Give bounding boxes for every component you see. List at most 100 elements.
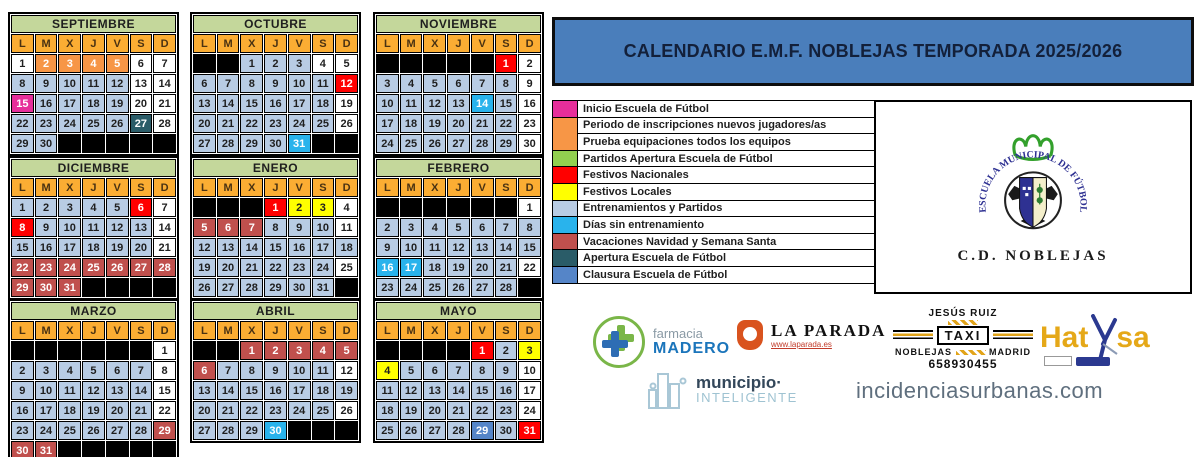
calendar-day: 6 bbox=[193, 361, 216, 380]
calendar-day: 9 bbox=[287, 218, 311, 237]
legend-swatch bbox=[552, 149, 578, 168]
weekday-header: V bbox=[287, 178, 311, 197]
weekday-header: X bbox=[58, 321, 82, 340]
calendar-day: 28 bbox=[153, 258, 176, 277]
taxi-zigzag-icon bbox=[948, 320, 978, 325]
calendar-day: 16 bbox=[264, 381, 287, 400]
calendar-day: 13 bbox=[447, 94, 470, 113]
sponsor-municipio-inteligente: municipio· INTELIGENTE bbox=[646, 370, 798, 410]
calendar-day: 3 bbox=[58, 198, 82, 217]
weekday-header: V bbox=[105, 178, 129, 197]
sponsor-la-parada: LA PARADA www.laparada.es bbox=[737, 320, 886, 350]
calendar-day: 19 bbox=[447, 258, 470, 277]
month-title: ENERO bbox=[193, 159, 358, 177]
weekday-header: L bbox=[193, 321, 216, 340]
calendar-day: 2 bbox=[264, 54, 287, 73]
month-table: FEBRERO L M X J V S D 1 2 3 4 5 6 7 8 9 10 11 12 13 14 15 16 17 1… bbox=[375, 158, 542, 298]
calendar-day: 13 bbox=[216, 238, 240, 257]
legend-row: Días sin entrenamiento bbox=[552, 216, 876, 234]
calendar-day: 14 bbox=[470, 94, 494, 113]
calendar-day: 12 bbox=[335, 361, 358, 380]
calendar-day: 7 bbox=[494, 218, 518, 237]
month-table: SEPTIEMBRE L M X J V S D 1 2 3 4 5 6 7 8 9 10 11 12 13 14 15 16… bbox=[10, 14, 177, 154]
calendar-day: 24 bbox=[287, 114, 311, 133]
calendar-empty-cell bbox=[58, 341, 82, 360]
calendar-day: 15 bbox=[240, 381, 264, 400]
calendar-day: 4 bbox=[82, 198, 105, 217]
calendar-empty-cell bbox=[193, 54, 216, 73]
weekday-header: D bbox=[518, 321, 541, 340]
weekday-header: M bbox=[216, 34, 240, 53]
calendar-empty-cell bbox=[58, 441, 82, 457]
calendar-day: 13 bbox=[193, 94, 216, 113]
weekday-header: L bbox=[193, 178, 216, 197]
calendar-empty-cell bbox=[216, 198, 240, 217]
calendar-day: 5 bbox=[335, 341, 358, 360]
weekday-header: M bbox=[399, 34, 423, 53]
calendar-day: 4 bbox=[311, 54, 335, 73]
calendar-day: 4 bbox=[376, 361, 399, 380]
calendar-day: 20 bbox=[216, 258, 240, 277]
calendar-day: 26 bbox=[423, 134, 447, 153]
month-table: MARZO L M X J V S D 1 2 3 4 5 6 7 8 9 10 11 12 13 14 15 16 17 18 1… bbox=[10, 301, 177, 457]
calendar-day: 23 bbox=[264, 114, 287, 133]
calendar-empty-cell bbox=[153, 134, 176, 153]
weekday-header: S bbox=[311, 34, 335, 53]
calendar-day: 24 bbox=[58, 114, 82, 133]
legend-label: Días sin entrenamiento bbox=[577, 216, 876, 234]
calendar-day: 10 bbox=[287, 74, 311, 93]
taxi-phone: 658930455 bbox=[928, 357, 998, 371]
calendar-day: 8 bbox=[11, 218, 34, 237]
calendar-day: 30 bbox=[264, 421, 287, 440]
calendar-day: 4 bbox=[335, 198, 358, 217]
calendar-day: 6 bbox=[447, 74, 470, 93]
calendar-day: 10 bbox=[399, 238, 423, 257]
calendar-empty-cell bbox=[447, 54, 470, 73]
calendar-day: 16 bbox=[376, 258, 399, 277]
calendar-day: 9 bbox=[11, 381, 34, 400]
calendar-empty-cell bbox=[82, 341, 105, 360]
calendar-empty-cell bbox=[335, 134, 358, 153]
calendar-day: 25 bbox=[399, 134, 423, 153]
calendar-day: 5 bbox=[335, 54, 358, 73]
weekday-header: L bbox=[193, 34, 216, 53]
calendar-day: 25 bbox=[311, 401, 335, 420]
calendar-day: 8 bbox=[518, 218, 541, 237]
weekday-header: V bbox=[105, 321, 129, 340]
calendar-empty-cell bbox=[240, 198, 264, 217]
club-logo-box: ESCUELA MUNICIPAL DE FÚTBOL C.D. NOBLEJA… bbox=[874, 100, 1192, 294]
month-title: FEBRERO bbox=[376, 159, 541, 177]
calendar-day: 7 bbox=[216, 361, 240, 380]
calendar-day: 8 bbox=[240, 74, 264, 93]
calendar-day: 2 bbox=[264, 341, 287, 360]
calendar-day: 29 bbox=[494, 134, 518, 153]
calendar-empty-cell bbox=[58, 134, 82, 153]
calendar-empty-cell bbox=[129, 441, 153, 457]
calendar-day: 23 bbox=[287, 258, 311, 277]
calendar-day: 29 bbox=[153, 421, 176, 440]
legend-label: Partidos Apertura Escuela de Fútbol bbox=[577, 149, 876, 168]
calendar-empty-cell bbox=[193, 341, 216, 360]
calendar-day: 24 bbox=[376, 134, 399, 153]
calendar-day: 31 bbox=[34, 441, 58, 457]
calendar-day: 20 bbox=[129, 238, 153, 257]
month-title: NOVIEMBRE bbox=[376, 15, 541, 33]
calendar-day: 28 bbox=[216, 134, 240, 153]
month-table: ABRIL L M X J V S D 1 2 3 4 5 6 7 8 9 10 11 12 13 14 15 16 17 18 1… bbox=[192, 301, 359, 441]
calendar-day: 14 bbox=[153, 74, 176, 93]
calendar-empty-cell bbox=[129, 341, 153, 360]
weekday-header: V bbox=[470, 321, 494, 340]
calendar-empty-cell bbox=[399, 54, 423, 73]
calendar-day: 8 bbox=[494, 74, 518, 93]
calendar-day: 8 bbox=[470, 361, 494, 380]
calendar-day: 12 bbox=[105, 74, 129, 93]
calendar-day: 22 bbox=[240, 401, 264, 420]
calendar-day: 25 bbox=[82, 258, 105, 277]
calendar-day: 21 bbox=[216, 114, 240, 133]
month-febrero: FEBRERO L M X J V S D 1 2 3 4 5 6 7 8 9 10 11 12 13 14 15 16 17 1… bbox=[373, 156, 544, 300]
calendar-day: 29 bbox=[11, 278, 34, 297]
calendar-empty-cell bbox=[216, 341, 240, 360]
calendar-day: 15 bbox=[494, 94, 518, 113]
calendar-day: 27 bbox=[447, 134, 470, 153]
calendar-day: 23 bbox=[494, 401, 518, 420]
